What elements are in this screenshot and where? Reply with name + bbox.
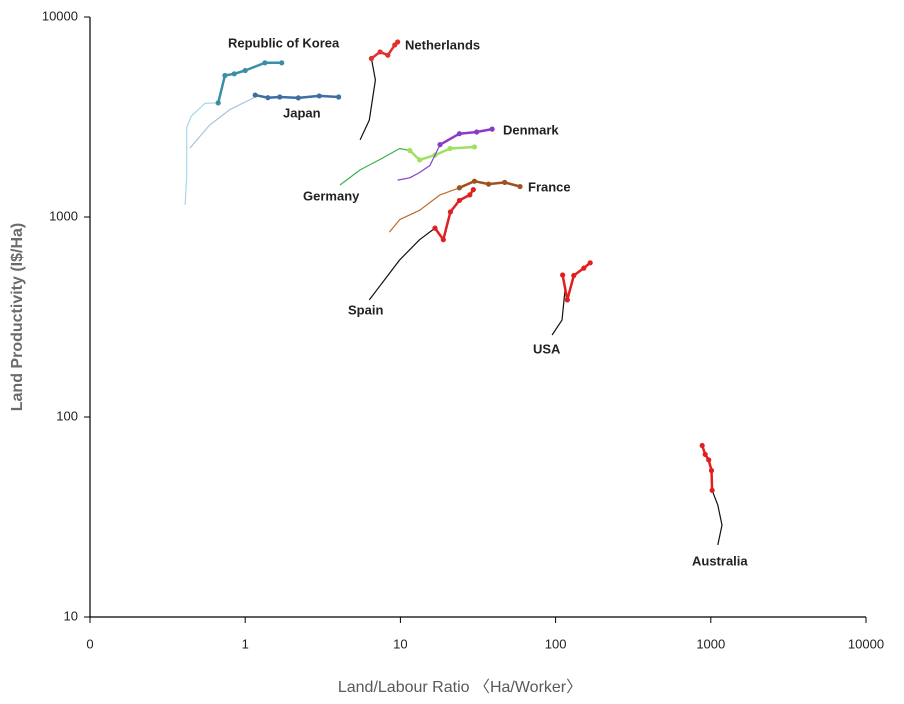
y-axis-title: Land Productivity (I$/Ha)	[9, 223, 26, 411]
point	[502, 179, 508, 185]
point	[447, 209, 454, 215]
series-label: Japan	[283, 105, 321, 120]
y-tick-label: 1000	[49, 208, 78, 223]
point	[231, 71, 237, 77]
point	[456, 197, 463, 204]
series-label: Republic of Korea	[228, 35, 340, 50]
point	[571, 272, 577, 279]
series-line	[359, 58, 376, 141]
point	[485, 181, 492, 187]
x-tick-label: 10000	[848, 636, 884, 651]
point	[277, 94, 283, 100]
point	[395, 39, 401, 45]
point	[368, 55, 374, 62]
point	[447, 145, 453, 152]
series-label: USA	[533, 341, 561, 356]
series-line	[339, 147, 410, 186]
point	[437, 142, 443, 148]
series-line	[388, 187, 460, 233]
point	[242, 67, 248, 74]
point	[470, 187, 476, 193]
point	[708, 467, 715, 474]
point	[377, 49, 383, 55]
series-line	[189, 96, 256, 149]
point	[295, 95, 301, 101]
point	[316, 93, 322, 99]
point	[456, 131, 463, 137]
point	[222, 72, 228, 79]
x-axis-title: Land/Labour Ratio 〈Ha/Worker〉	[338, 679, 582, 696]
point	[581, 265, 587, 271]
series-label: Spain	[348, 302, 383, 317]
point	[699, 442, 705, 449]
series-label: Germany	[303, 188, 360, 203]
series-line	[184, 102, 219, 205]
x-tick-label: 1	[242, 636, 249, 651]
point	[215, 100, 221, 106]
y-tick-label: 10000	[42, 8, 78, 23]
x-tick-label: 0	[86, 636, 93, 651]
point	[560, 272, 566, 278]
series-line	[439, 127, 493, 146]
point	[262, 60, 268, 66]
series-label: Netherlands	[405, 37, 480, 52]
x-tick-label: 10	[393, 636, 407, 651]
point	[471, 178, 478, 184]
series-label: Denmark	[503, 122, 559, 137]
series-line	[711, 490, 723, 546]
point	[407, 147, 413, 154]
point	[432, 225, 438, 231]
point	[489, 126, 495, 132]
point	[417, 157, 423, 163]
series-label: France	[528, 179, 571, 194]
point	[440, 237, 446, 243]
point	[252, 92, 258, 98]
point	[517, 183, 523, 190]
point	[467, 192, 473, 198]
point	[456, 185, 463, 191]
x-tick-label: 100	[545, 636, 567, 651]
series-line	[397, 144, 441, 181]
point	[564, 297, 570, 303]
point	[385, 52, 391, 58]
y-tick-label: 100	[56, 408, 78, 423]
point	[471, 144, 478, 150]
series-line	[216, 61, 282, 104]
series-line	[368, 227, 436, 301]
point	[265, 95, 271, 101]
point	[587, 260, 593, 266]
point	[336, 94, 342, 100]
point	[706, 457, 712, 463]
point	[474, 129, 480, 135]
series-label: Australia	[692, 553, 748, 568]
point	[709, 487, 715, 493]
point	[702, 451, 708, 458]
y-tick-label: 10	[64, 608, 78, 623]
x-tick-label: 1000	[696, 636, 725, 651]
point	[279, 60, 285, 66]
